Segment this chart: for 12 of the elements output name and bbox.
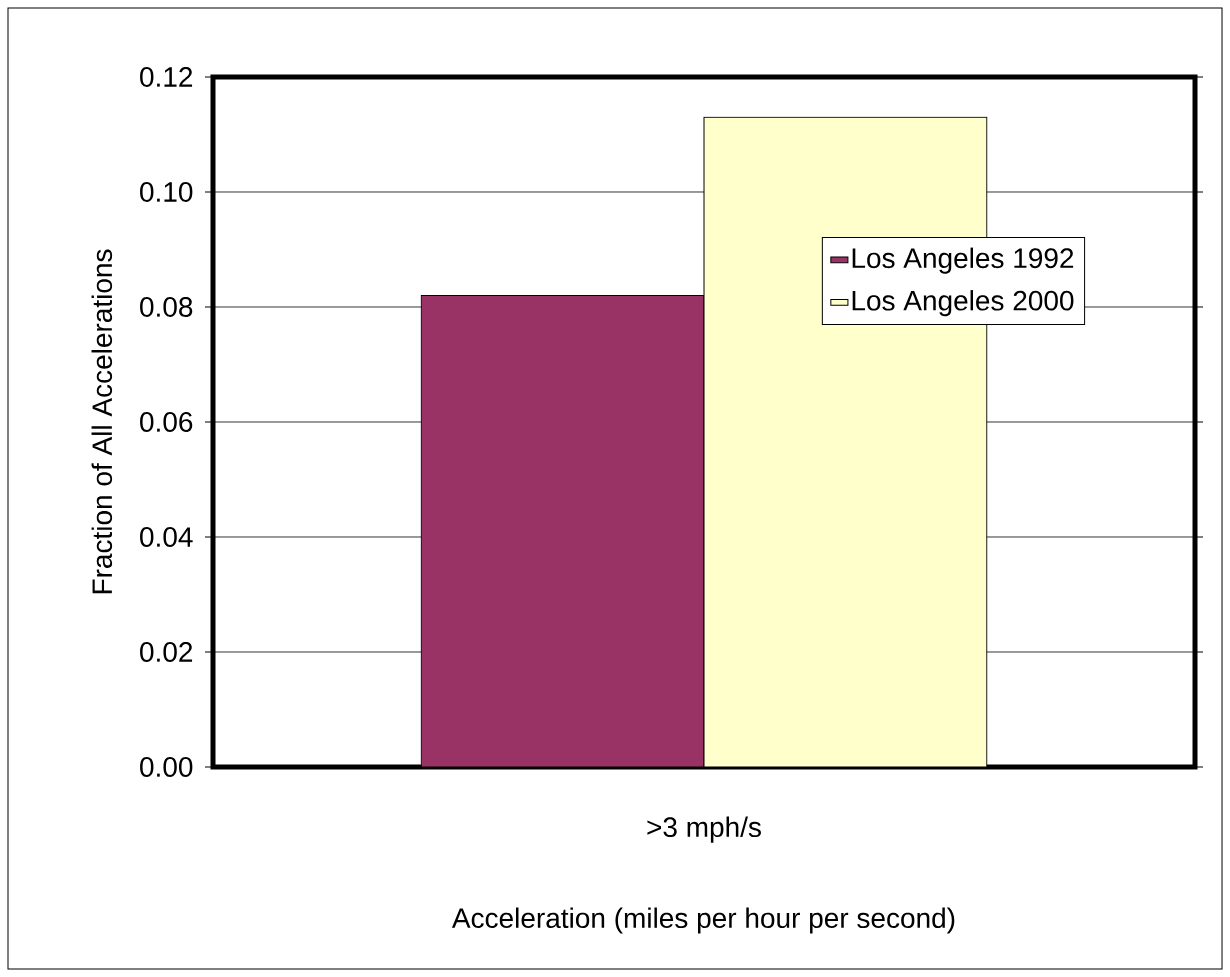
x-axis-title: Acceleration (miles per hour per second) — [451, 907, 955, 934]
y-axis-title: Fraction of All Accelerations — [91, 249, 113, 594]
y-tick-label: 0.04 — [140, 527, 193, 547]
y-tick-label: 0.10 — [140, 182, 193, 202]
y-tick-label: 0.02 — [140, 642, 193, 662]
y-tick-label: 0.06 — [140, 412, 193, 432]
legend-label: Los Angeles 1992 — [852, 247, 1074, 274]
x-tick-label: >3 mph/s — [647, 816, 761, 843]
y-tick-label: 0.08 — [140, 297, 193, 317]
y-tick-label: 0.00 — [140, 757, 193, 777]
y-tick-label: 0.12 — [140, 67, 193, 87]
legend-label: Los Angeles 2000 — [852, 290, 1074, 317]
